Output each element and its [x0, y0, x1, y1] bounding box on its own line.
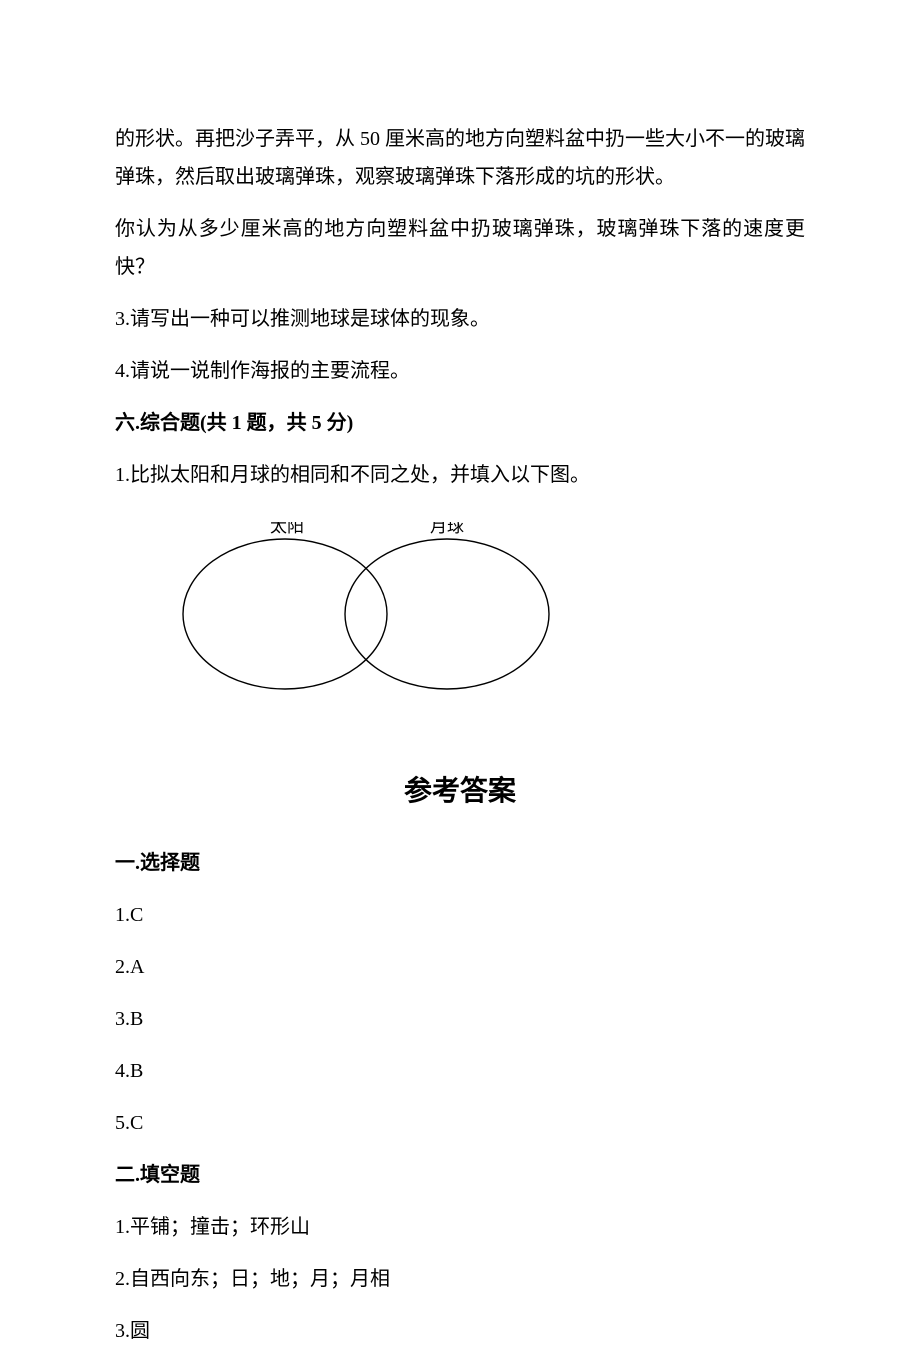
question-3: 3.请写出一种可以推测地球是球体的现象。	[115, 300, 805, 338]
question-4: 4.请说一说制作海报的主要流程。	[115, 352, 805, 390]
paragraph-question-speed: 你认为从多少厘米高的地方向塑料盆中扔玻璃弹珠，玻璃弹珠下落的速度更快？	[115, 210, 805, 286]
venn-svg: 太阳 月球	[165, 522, 565, 697]
paragraph-experiment-continuation: 的形状。再把沙子弄平，从 50 厘米高的地方向塑料盆中扔一些大小不一的玻璃弹珠，…	[115, 120, 805, 196]
venn-diagram: 太阳 月球	[165, 522, 805, 710]
answer-section-1-header: 一.选择题	[115, 844, 805, 882]
answer-fill-item: 2.自西向东；日；地；月；月相	[115, 1260, 805, 1298]
answer-choice-item: 1.C	[115, 896, 805, 934]
answer-section-2-header: 二.填空题	[115, 1156, 805, 1194]
answer-choice-item: 2.A	[115, 948, 805, 986]
venn-right-label: 月球	[430, 522, 464, 536]
section-6-question-1: 1.比拟太阳和月球的相同和不同之处，并填入以下图。	[115, 456, 805, 494]
answer-choice-item: 4.B	[115, 1052, 805, 1090]
answer-choice-item: 3.B	[115, 1000, 805, 1038]
venn-left-ellipse	[183, 539, 387, 689]
venn-left-label: 太阳	[270, 522, 304, 536]
answers-title: 参考答案	[115, 765, 805, 818]
answer-fill-item: 1.平铺；撞击；环形山	[115, 1208, 805, 1246]
answer-choice-item: 5.C	[115, 1104, 805, 1142]
answer-fill-item: 3.圆	[115, 1312, 805, 1350]
section-6-header: 六.综合题(共 1 题，共 5 分)	[115, 404, 805, 442]
venn-right-ellipse	[345, 539, 549, 689]
